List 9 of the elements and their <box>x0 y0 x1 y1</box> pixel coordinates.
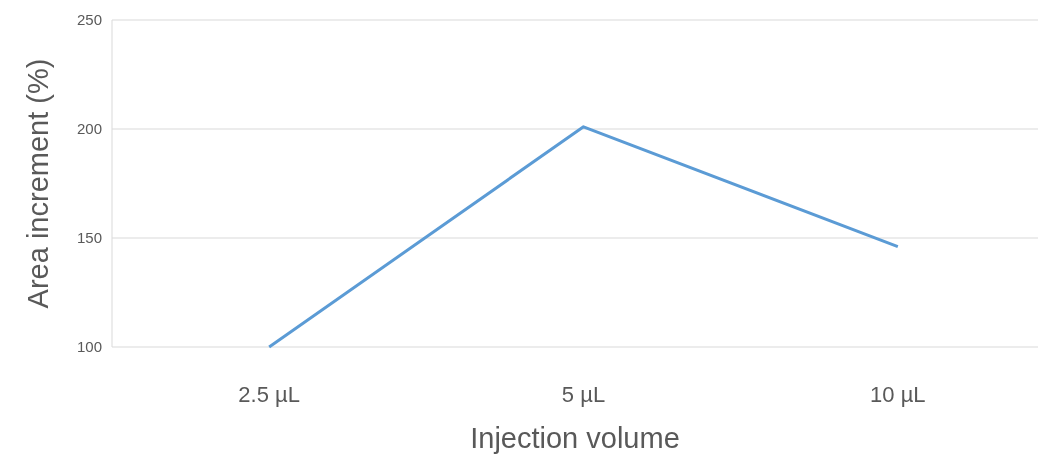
y-tick-label: 200 <box>76 120 102 138</box>
y-tick-label: 250 <box>76 11 102 29</box>
x-tick-label: 5 µL <box>561 382 606 407</box>
x-tick-label: 10 µL <box>870 382 926 407</box>
y-axis-title: Area increment (%) <box>22 58 54 309</box>
x-axis-title: Injection volume <box>470 422 680 454</box>
x-tick-label: 2.5 µL <box>238 382 300 407</box>
y-tick-label: 150 <box>76 229 102 247</box>
y-tick-label: 100 <box>76 338 102 356</box>
